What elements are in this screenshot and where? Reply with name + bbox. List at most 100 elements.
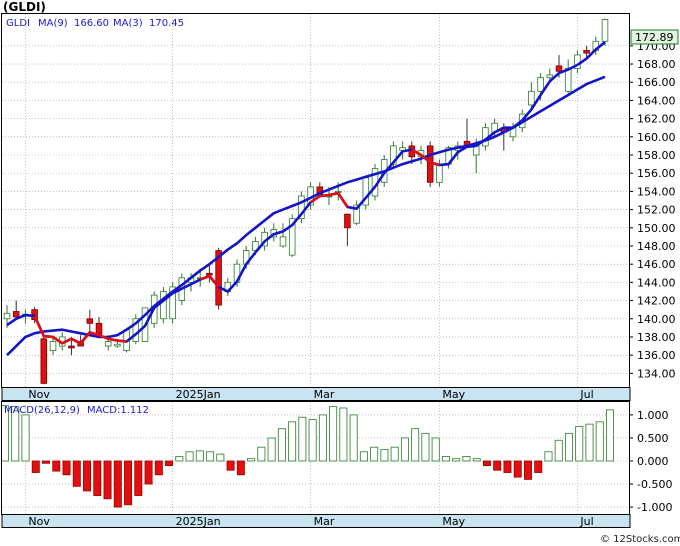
candle-down xyxy=(344,213,351,246)
ma-short-falling-segment xyxy=(411,148,440,167)
candle-body xyxy=(555,65,563,72)
macd-bar-negative xyxy=(103,460,112,500)
legend-ticker: GLDI xyxy=(6,18,30,29)
macd-bar-negative xyxy=(503,460,512,473)
price-x-tick-label: Jul xyxy=(579,388,593,401)
macd-bar-negative xyxy=(513,460,522,478)
price-y-tick-label: 150.00 xyxy=(637,222,676,235)
candle-body xyxy=(86,318,94,324)
candle-up xyxy=(288,214,296,257)
macd-x-tick-label: Mar xyxy=(314,515,335,528)
macd-legend-value: MACD:1.112 xyxy=(87,405,149,416)
macd-bar-positive xyxy=(411,428,420,462)
price-y-tick-label: 156.00 xyxy=(637,167,676,180)
macd-bar-positive xyxy=(247,458,256,462)
macd-y-tick-label: 1.000 xyxy=(637,409,669,422)
price-y-tick-label: 148.00 xyxy=(637,240,676,253)
macd-bar-negative xyxy=(523,460,532,480)
macd-y-tick-label: -0.500 xyxy=(637,478,672,491)
candle-body xyxy=(583,49,590,54)
candle-body xyxy=(279,236,287,247)
price-y-tick-label: 164.00 xyxy=(637,94,676,107)
macd-bar-positive xyxy=(349,414,358,462)
macd-bar-negative xyxy=(62,460,71,476)
macd-bar-positive xyxy=(575,426,584,462)
candle-body xyxy=(114,343,121,347)
price-y-tick-label: 152.00 xyxy=(637,204,676,217)
macd-bar-positive xyxy=(216,453,225,462)
price-panel xyxy=(2,14,629,387)
macd-bar-positive xyxy=(359,451,368,462)
candle-body xyxy=(49,341,57,352)
macd-x-tick-label: Nov xyxy=(28,515,50,528)
legend-ma-short: MA(3) 170.45 xyxy=(113,18,184,29)
candle-up xyxy=(601,18,609,46)
macd-bar-positive xyxy=(329,406,338,462)
macd-bar-positive xyxy=(339,407,348,462)
price-x-tick-label: May xyxy=(442,388,465,401)
macd-bar-positive xyxy=(11,406,20,462)
macd-x-axis-labels: Nov2025JanMarMayJulSep xyxy=(28,515,593,528)
macd-bar-negative xyxy=(72,460,81,487)
price-y-tick-label: 154.00 xyxy=(637,185,676,198)
ma-short-falling-segment xyxy=(309,191,349,208)
candle-body xyxy=(40,338,48,384)
macd-bar-positive xyxy=(318,414,327,462)
macd-x-tick-label: May xyxy=(442,515,465,528)
macd-y-tick-label: 0.500 xyxy=(637,432,669,445)
candle-body xyxy=(160,291,167,320)
candle-up xyxy=(279,223,287,248)
macd-bar-positive xyxy=(257,446,266,462)
candle-body xyxy=(3,312,11,320)
macd-bar-positive xyxy=(21,414,30,462)
watermark: © 12Stocks.com xyxy=(600,534,680,545)
macd-bar-positive xyxy=(431,437,440,462)
ma-short-falling-segment xyxy=(199,274,220,288)
candle-body xyxy=(95,322,103,335)
macd-bar-negative xyxy=(31,460,40,473)
macd-bar-positive xyxy=(595,421,604,462)
candle-up xyxy=(169,282,176,324)
candle-body xyxy=(169,286,176,320)
macd-bar-negative xyxy=(165,460,174,467)
price-y-tick-label: 142.00 xyxy=(637,295,676,308)
candle-body xyxy=(12,311,20,318)
price-x-axis-band xyxy=(1,387,631,401)
macd-bar-negative xyxy=(236,460,245,476)
price-x-tick-label: 2025Jan xyxy=(176,388,221,401)
macd-y-tick-label: -1.000 xyxy=(637,501,672,514)
macd-bar-positive xyxy=(267,437,276,462)
chart-title: (GLDI) xyxy=(3,0,46,14)
candle-up xyxy=(298,191,305,224)
macd-bar-negative xyxy=(534,460,543,473)
candle-down xyxy=(86,309,94,333)
candle-body xyxy=(601,19,609,42)
price-y-tick-label: 162.00 xyxy=(637,113,676,126)
macd-bar-negative xyxy=(154,460,163,476)
candle-down xyxy=(12,300,20,319)
price-x-tick-label: Nov xyxy=(28,388,50,401)
candle-body xyxy=(215,250,222,306)
macd-y-tick-label: 0.000 xyxy=(637,455,669,468)
candle-body xyxy=(288,218,296,256)
macd-bar-positive xyxy=(298,416,307,462)
candle-body xyxy=(104,341,112,347)
macd-bar-negative xyxy=(83,460,92,492)
candle-body xyxy=(546,74,554,79)
legend-ma-long: MA(9) 166.60 xyxy=(38,18,109,29)
candle-body xyxy=(564,68,572,92)
macd-bar-negative xyxy=(52,460,61,472)
ma-short-falling-segment xyxy=(33,315,127,345)
macd-bar-negative xyxy=(482,460,491,467)
macd-bar-negative xyxy=(493,460,502,471)
macd-bar-negative xyxy=(134,460,143,496)
macd-legend-title: MACD(26,12,9) xyxy=(4,405,80,416)
macd-y-axis: 1.000 0.500 0.000 -0.500 -1.000 xyxy=(629,409,672,514)
candle-up xyxy=(160,286,167,324)
macd-bar-positive xyxy=(370,446,379,462)
macd-bar-positive xyxy=(206,451,215,462)
macd-x-tick-label: Jul xyxy=(579,515,593,528)
price-y-tick-label: 140.00 xyxy=(637,313,676,326)
